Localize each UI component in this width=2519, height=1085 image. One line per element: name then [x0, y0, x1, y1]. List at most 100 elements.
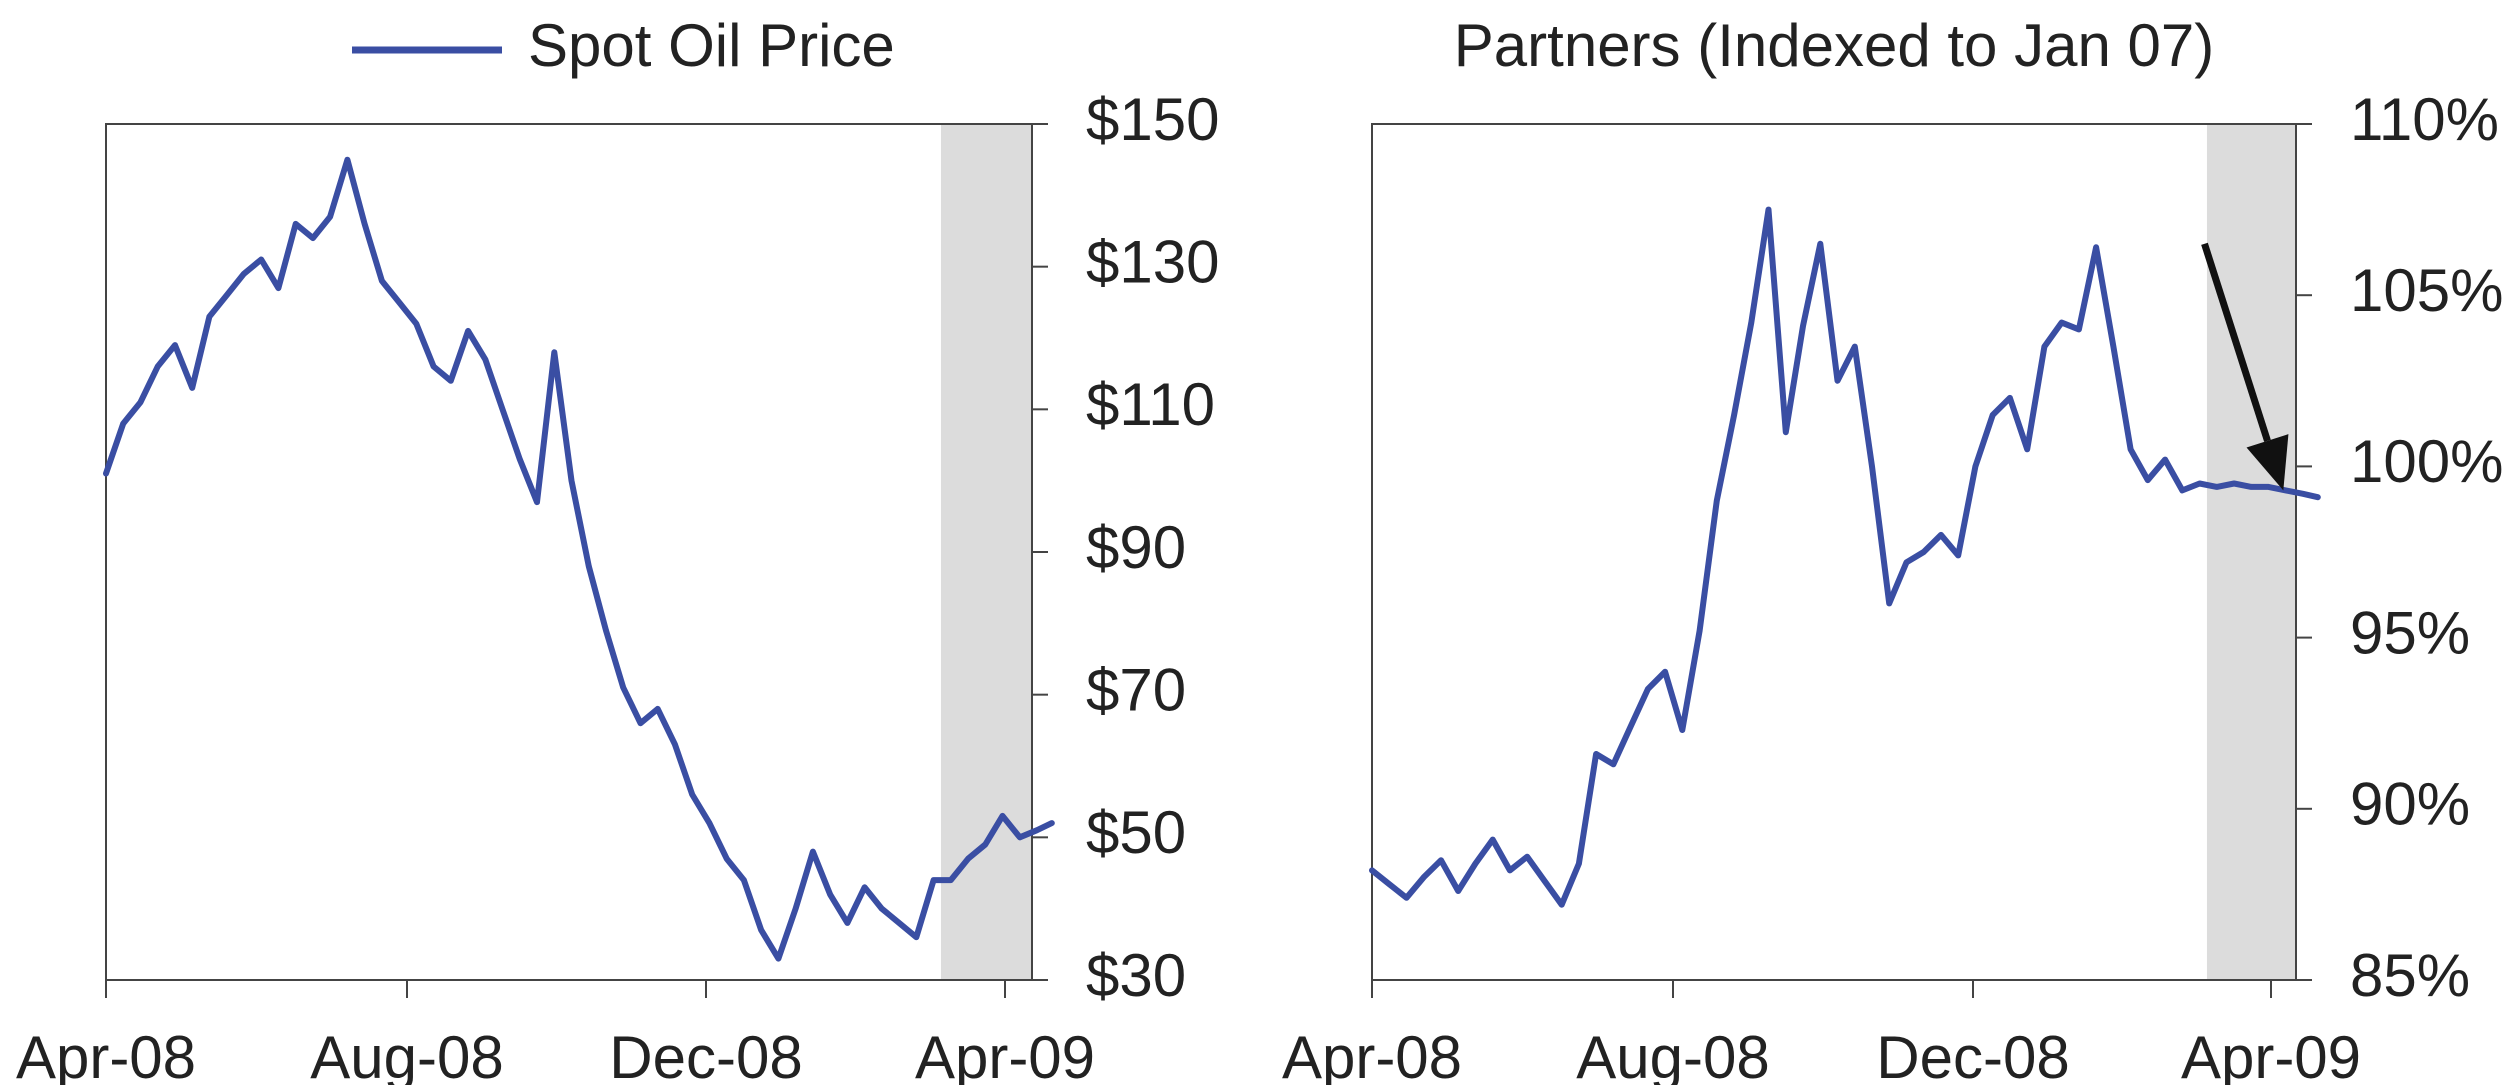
data-point [1507, 867, 1513, 873]
data-point [2145, 477, 2151, 483]
data-point [741, 877, 747, 883]
plot-frame [105, 123, 1033, 981]
data-point [103, 471, 109, 477]
data-point [2231, 481, 2237, 487]
data-point [913, 934, 919, 940]
data-point [1421, 874, 1427, 880]
data-point [844, 920, 850, 926]
chart-title: Partners (Indexed to Jan 07) [1454, 12, 2214, 79]
x-tick-label: Apr-09 [2181, 1024, 2361, 1085]
data-point [1921, 549, 1927, 555]
data-point [1034, 827, 1040, 833]
data-point [1049, 820, 1055, 826]
legend-label: Spot Oil Price [528, 12, 895, 79]
data-point [1835, 378, 1841, 384]
data-point [1017, 834, 1023, 840]
data-point [982, 841, 988, 847]
data-point [775, 956, 781, 962]
data-point [603, 627, 609, 633]
data-point [206, 314, 212, 320]
trend-arrow-shaft [2201, 242, 2271, 442]
series-line [1369, 206, 2321, 908]
data-point [2128, 446, 2134, 452]
data-point [637, 720, 643, 726]
data-point [931, 877, 937, 883]
data-point [2110, 344, 2116, 350]
y-tick-label: 100% [2350, 428, 2503, 495]
data-point [2007, 395, 2013, 401]
data-point [862, 884, 868, 890]
data-point [465, 328, 471, 334]
data-point [1955, 552, 1961, 558]
data-point [431, 364, 437, 370]
y-tick-label: $50 [1086, 799, 1186, 866]
x-tick-label: Apr-09 [915, 1024, 1095, 1085]
data-point [2266, 484, 2272, 490]
data-point [362, 221, 368, 227]
data-point [1438, 857, 1444, 863]
data-point [1731, 412, 1737, 418]
data-point [224, 292, 230, 298]
y-tick-label: $90 [1086, 514, 1186, 581]
data-point [310, 235, 316, 241]
data-point [241, 271, 247, 277]
data-point [1903, 559, 1909, 565]
data-point [551, 349, 557, 355]
data-point [569, 478, 575, 484]
data-point [1000, 813, 1006, 819]
plot-frame [1371, 123, 2297, 981]
data-point [396, 299, 402, 305]
y-tick-label: $30 [1086, 942, 1186, 1009]
data-point [724, 856, 730, 862]
y-tick-label: 85% [2350, 942, 2470, 1009]
data-point [1541, 878, 1547, 884]
data-point [2162, 457, 2168, 463]
data-point [758, 927, 764, 933]
data-point [172, 342, 178, 348]
data-point [534, 499, 540, 505]
x-tick-label: Aug-08 [1576, 1024, 1769, 1085]
data-point [2315, 494, 2321, 500]
data-point [1714, 498, 1720, 504]
data-point [2024, 446, 2030, 452]
y-tick-label: 110% [2350, 86, 2499, 153]
y-tick-label: $130 [1086, 229, 1219, 296]
data-point [1972, 463, 1978, 469]
data-point [2197, 481, 2203, 487]
y-tick-label: 95% [2350, 599, 2470, 666]
data-point [1679, 727, 1685, 733]
data-point [517, 456, 523, 462]
data-point [413, 321, 419, 327]
x-tick-label: Apr-08 [16, 1024, 196, 1085]
trend-arrow-head [2246, 434, 2289, 491]
data-point [1403, 895, 1409, 901]
y-tick-label: $110 [1086, 371, 1215, 438]
data-point [1817, 241, 1823, 247]
data-point [1645, 686, 1651, 692]
data-point [2179, 487, 2185, 493]
data-point [1610, 761, 1616, 767]
data-point [1628, 724, 1634, 730]
x-tick-label: Aug-08 [310, 1024, 503, 1085]
shaded-region [940, 124, 1032, 980]
data-point [1593, 751, 1599, 757]
data-point [1800, 323, 1806, 329]
data-point [2300, 491, 2306, 497]
data-point [137, 399, 143, 405]
data-point [1455, 888, 1461, 894]
data-point [120, 421, 126, 427]
data-point [344, 157, 350, 163]
data-point [655, 706, 661, 712]
x-tick-label: Dec-08 [609, 1024, 802, 1085]
data-point [1662, 669, 1668, 675]
data-point [448, 378, 454, 384]
y-tick-label: $70 [1086, 657, 1186, 724]
data-point [706, 820, 712, 826]
shaded-region [2206, 124, 2296, 980]
data-point [1472, 861, 1478, 867]
data-point [379, 278, 385, 284]
data-point [1990, 412, 1996, 418]
data-point [258, 257, 264, 263]
